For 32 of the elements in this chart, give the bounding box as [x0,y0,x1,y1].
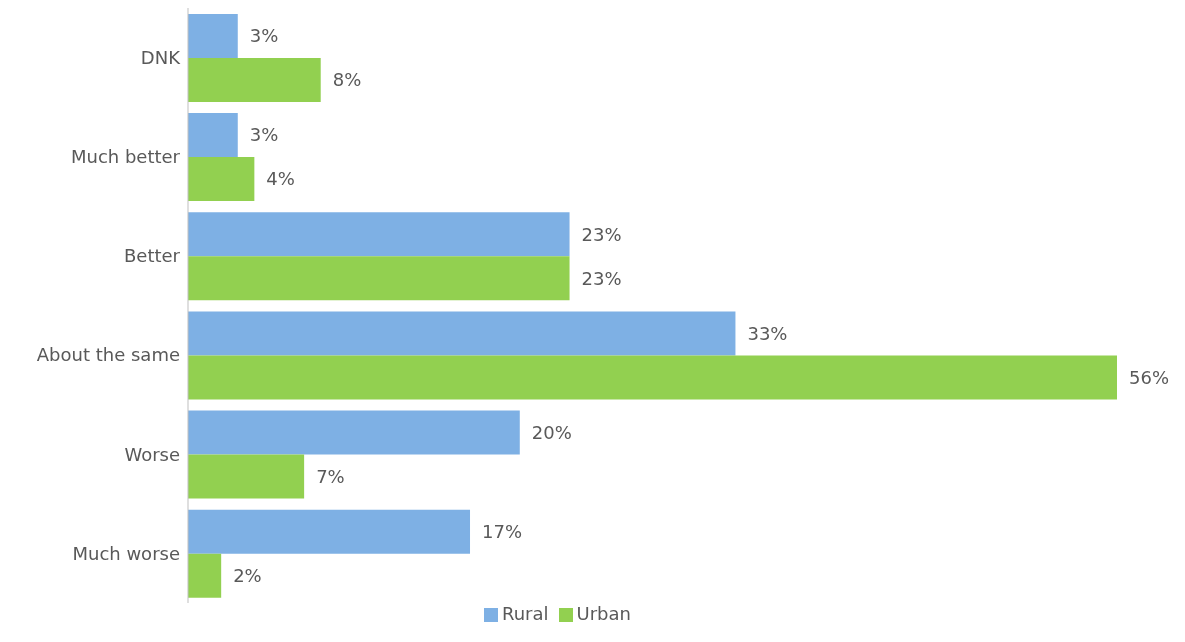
data-label: 3% [249,25,279,47]
data-label: 3% [249,124,279,146]
bar [188,157,255,202]
bar [188,553,222,598]
bar [188,212,570,257]
bar [188,509,471,554]
data-label: 4% [266,168,295,190]
data-label: 17% [482,521,523,543]
y-tick-label: Much worse [72,542,180,564]
bar [188,454,305,499]
bar [188,355,1117,400]
data-label: 2% [233,565,262,587]
data-label: 23% [581,267,622,289]
data-label: 20% [531,421,572,443]
y-tick-label: DNK [140,46,182,68]
bar [188,113,238,158]
data-label: 33% [747,322,788,344]
data-label: 23% [581,223,622,245]
y-tick-label: About the same [36,344,180,366]
legend-label: Rural [502,603,549,624]
bar [188,13,238,58]
data-label: 7% [316,465,345,487]
y-tick-label: Better [123,245,181,267]
legend-label: Urban [576,603,631,624]
y-tick-label: Worse [124,443,180,465]
bar [188,256,570,301]
y-tick-label: Much better [70,146,181,168]
bar [188,311,736,356]
data-label: 8% [332,69,362,91]
bar [188,410,520,455]
data-label: 56% [1129,366,1170,388]
bar [188,57,321,102]
